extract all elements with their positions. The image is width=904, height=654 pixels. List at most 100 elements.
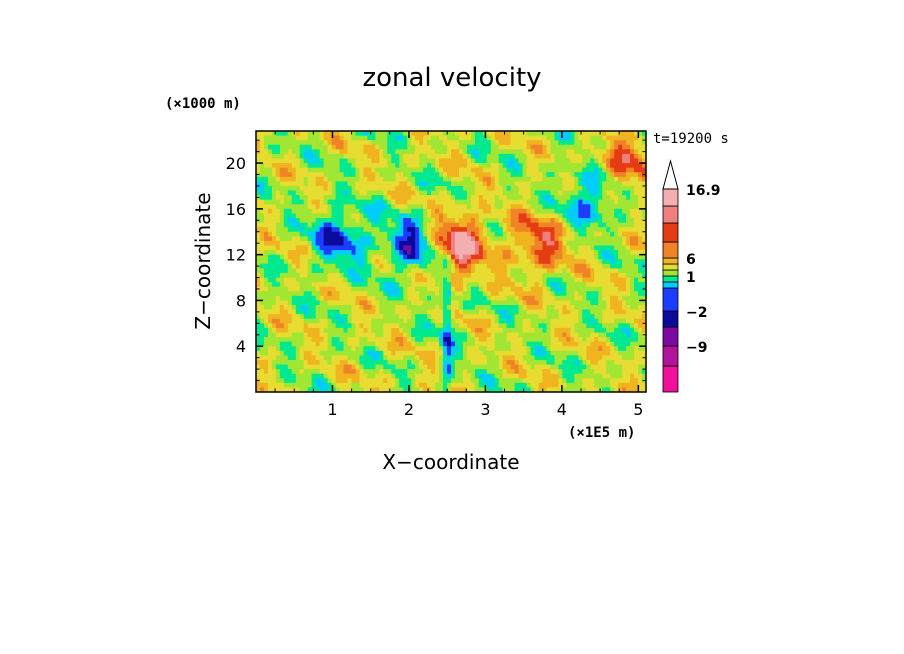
heatmap-cell [558,254,564,260]
heatmap-cell [359,277,365,283]
heatmap-cell [562,286,568,292]
heatmap-cell [522,190,528,196]
heatmap-cell [522,272,528,279]
heatmap-cell [283,341,289,347]
heatmap-cell [359,185,365,192]
heatmap-cell [526,268,532,274]
heatmap-cell [534,295,540,302]
heatmap-cell [474,163,480,169]
heatmap-cell [590,231,595,237]
heatmap-cell [295,359,301,366]
heatmap-cell [311,153,317,160]
heatmap-cell [371,135,376,141]
heatmap-cell [271,245,277,251]
heatmap-cell [590,355,595,361]
heatmap-cell [423,254,428,260]
heatmap-cell [506,337,512,343]
heatmap-cell [351,314,357,320]
heatmap-cell [279,227,285,233]
heatmap-cell [490,236,496,242]
heatmap-cell [291,158,297,164]
heatmap-cell [279,259,285,265]
heatmap-cell [271,291,277,297]
heatmap-cell [590,373,595,379]
heatmap-cell [530,176,536,182]
heatmap-cell [474,295,480,302]
heatmap-cell [263,149,269,155]
heatmap-cell [590,259,595,265]
heatmap-cell [590,286,595,292]
heatmap-cell [419,181,424,187]
heatmap-cell [478,346,484,352]
heatmap-cell [323,250,329,256]
heatmap-cell [415,167,420,173]
heatmap-cell [415,172,420,178]
heatmap-cell [534,195,540,201]
heatmap-cell [259,259,265,265]
heatmap-cell [554,144,560,150]
heatmap-cell [351,364,357,370]
heatmap-cell [367,131,373,137]
heatmap-cell [498,240,504,247]
heatmap-cell [411,231,416,237]
heatmap-cell [315,350,321,356]
heatmap-cell [411,181,416,187]
heatmap-cell [391,153,396,160]
heatmap-cell [602,131,607,137]
heatmap-cell [590,272,595,279]
heatmap-cell [347,213,353,219]
heatmap-cell [582,158,587,164]
heatmap-cell [458,355,464,361]
heatmap-cell [443,337,448,343]
heatmap-cell [359,373,365,379]
heatmap-cell [363,149,369,155]
heatmap-cell [451,131,456,137]
heatmap-cell [482,176,488,182]
heatmap-cell [447,300,452,306]
heatmap-cell [474,382,480,389]
heatmap-cell [279,250,285,256]
heatmap-cell [391,245,396,251]
heatmap-cell [295,323,301,329]
heatmap-cell [371,254,376,260]
heatmap-cell [427,213,432,219]
heatmap-cell [458,213,464,219]
heatmap-cell [454,218,460,224]
heatmap-cell [439,346,444,352]
heatmap-cell [494,158,500,164]
heatmap-cell [319,240,325,247]
heatmap-cell [431,240,436,247]
heatmap-cell [379,323,384,329]
heatmap-cell [510,149,516,155]
heatmap-cell [443,236,448,242]
heatmap-cell [423,222,428,228]
heatmap-cell [582,131,587,137]
heatmap-cell [570,382,575,389]
heatmap-cell [379,268,384,274]
heatmap-cell [363,323,369,329]
heatmap-cell [367,213,373,219]
heatmap-cell [582,382,587,389]
heatmap-cell [510,359,516,366]
heatmap-cell [462,272,468,279]
heatmap-cell [435,259,440,265]
heatmap-cell [423,158,428,164]
heatmap-cell [415,240,420,247]
heatmap-cell [331,208,337,215]
heatmap-cell [363,250,369,256]
heatmap-cell [566,359,571,366]
heatmap-cell [578,309,583,315]
heatmap-cell [287,277,293,283]
heatmap-cell [458,337,464,343]
heatmap-cell [303,318,309,324]
heatmap-cell [399,181,404,187]
heatmap-cell [303,208,309,215]
heatmap-cell [383,382,388,389]
heatmap-cell [494,135,500,141]
heatmap-cell [470,149,476,155]
heatmap-cell [335,213,341,219]
heatmap-cell [490,309,496,315]
heatmap-cell [271,135,277,141]
heatmap-cell [570,240,575,247]
heatmap-cell [443,378,448,384]
